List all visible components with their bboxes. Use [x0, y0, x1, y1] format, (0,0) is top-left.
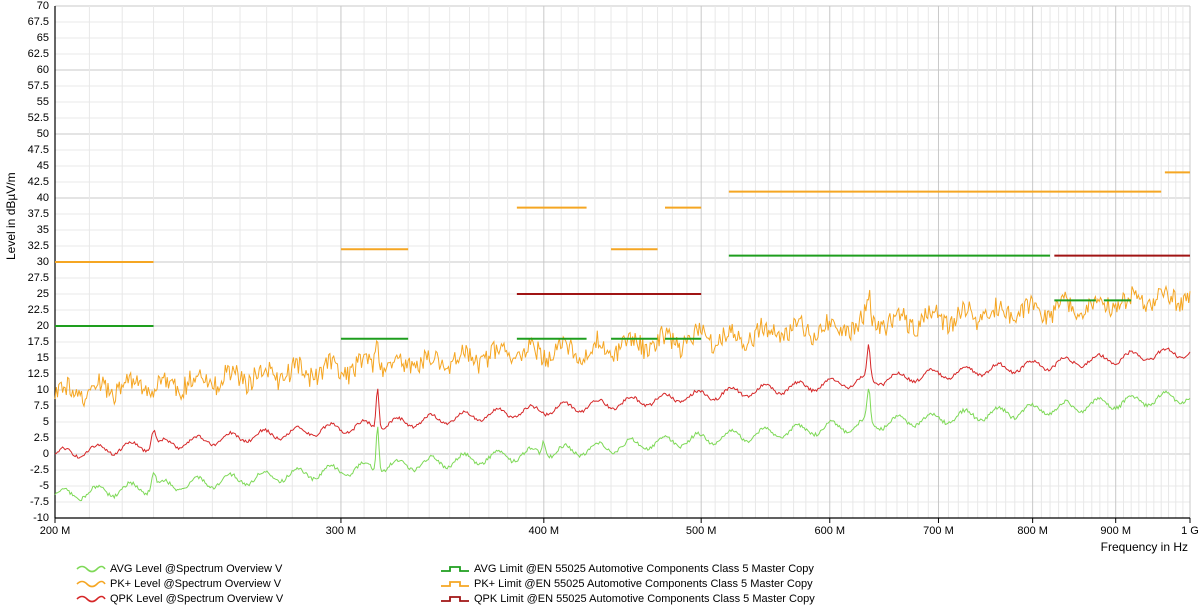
legend-label-qpk-limit: QPK Limit @EN 55025 Automotive Component… [474, 593, 815, 605]
svg-text:5: 5 [43, 416, 49, 428]
svg-text:17.5: 17.5 [28, 336, 49, 348]
legend-swatch-pk-limit [440, 578, 470, 590]
legend-swatch-avg-limit [440, 563, 470, 575]
svg-text:37.5: 37.5 [28, 208, 49, 220]
svg-text:-10: -10 [33, 512, 49, 524]
y-axis-label-text: Level in dBµV/m [4, 172, 18, 260]
svg-text:57.5: 57.5 [28, 80, 49, 92]
x-axis-label: Frequency in Hz [1101, 540, 1188, 554]
svg-text:50: 50 [37, 128, 49, 140]
legend-pk-level: PK+ Level @Spectrum Overview V [76, 578, 281, 590]
svg-text:-5: -5 [39, 480, 49, 492]
chart-root: -10-7.5-5-2.502.557.51012.51517.52022.52… [0, 0, 1200, 611]
svg-text:0: 0 [43, 448, 49, 460]
svg-text:-2.5: -2.5 [30, 464, 49, 476]
svg-text:300 M: 300 M [326, 525, 357, 537]
svg-text:35: 35 [37, 224, 49, 236]
svg-text:55: 55 [37, 96, 49, 108]
legend-label-avg-level: AVG Level @Spectrum Overview V [110, 563, 282, 575]
svg-text:25: 25 [37, 288, 49, 300]
svg-text:45: 45 [37, 160, 49, 172]
legend-swatch-qpk-level [76, 593, 106, 605]
svg-text:70: 70 [37, 0, 49, 12]
svg-text:52.5: 52.5 [28, 112, 49, 124]
x-axis-label-text: Frequency in Hz [1101, 540, 1188, 554]
y-axis-label: Level in dBµV/m [4, 172, 18, 260]
svg-text:800 M: 800 M [1017, 525, 1048, 537]
svg-text:67.5: 67.5 [28, 16, 49, 28]
legend-label-avg-limit: AVG Limit @EN 55025 Automotive Component… [474, 563, 814, 575]
legend-label-pk-level: PK+ Level @Spectrum Overview V [110, 578, 281, 590]
legend-label-qpk-level: QPK Level @Spectrum Overview V [110, 593, 283, 605]
svg-text:700 M: 700 M [923, 525, 954, 537]
svg-text:1 G: 1 G [1181, 525, 1199, 537]
legend-label-pk-limit: PK+ Limit @EN 55025 Automotive Component… [474, 578, 813, 590]
svg-text:15: 15 [37, 352, 49, 364]
svg-text:900 M: 900 M [1100, 525, 1131, 537]
legend-swatch-pk-level [76, 578, 106, 590]
svg-text:62.5: 62.5 [28, 48, 49, 60]
svg-text:27.5: 27.5 [28, 272, 49, 284]
legend-swatch-avg-level [76, 563, 106, 575]
emc-spectrum-chart: -10-7.5-5-2.502.557.51012.51517.52022.52… [0, 0, 1200, 555]
legend-pk-limit: PK+ Limit @EN 55025 Automotive Component… [440, 578, 813, 590]
svg-text:47.5: 47.5 [28, 144, 49, 156]
svg-text:32.5: 32.5 [28, 240, 49, 252]
svg-text:600 M: 600 M [814, 525, 845, 537]
svg-text:500 M: 500 M [686, 525, 717, 537]
svg-text:60: 60 [37, 64, 49, 76]
svg-text:20: 20 [37, 320, 49, 332]
legend-swatch-qpk-limit [440, 593, 470, 605]
svg-text:42.5: 42.5 [28, 176, 49, 188]
svg-text:2.5: 2.5 [34, 432, 49, 444]
svg-text:400 M: 400 M [529, 525, 560, 537]
svg-text:65: 65 [37, 32, 49, 44]
legend-avg-limit: AVG Limit @EN 55025 Automotive Component… [440, 563, 814, 575]
svg-text:12.5: 12.5 [28, 368, 49, 380]
svg-text:40: 40 [37, 192, 49, 204]
legend-avg-level: AVG Level @Spectrum Overview V [76, 563, 282, 575]
svg-text:7.5: 7.5 [34, 400, 49, 412]
svg-text:22.5: 22.5 [28, 304, 49, 316]
svg-text:200 M: 200 M [40, 525, 71, 537]
legend-qpk-limit: QPK Limit @EN 55025 Automotive Component… [440, 593, 815, 605]
legend-qpk-level: QPK Level @Spectrum Overview V [76, 593, 283, 605]
svg-text:10: 10 [37, 384, 49, 396]
svg-text:-7.5: -7.5 [30, 496, 49, 508]
svg-text:30: 30 [37, 256, 49, 268]
